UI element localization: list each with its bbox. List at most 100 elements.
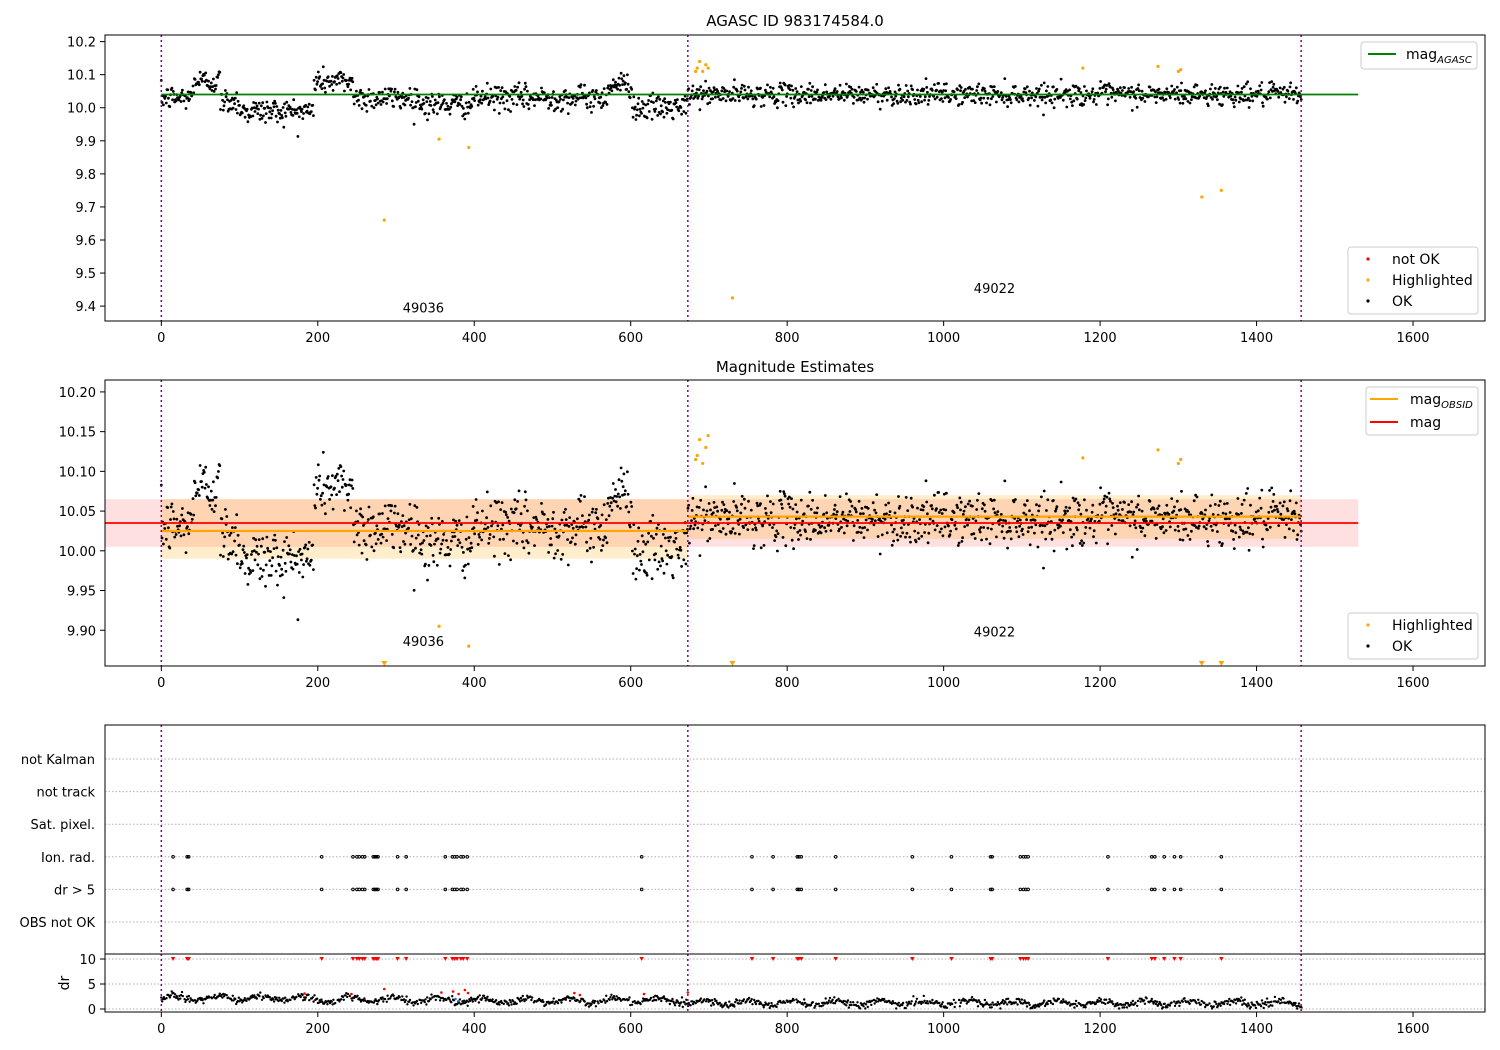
ok-point bbox=[1027, 526, 1031, 529]
ok-point bbox=[1221, 542, 1224, 545]
ok-point bbox=[754, 528, 758, 532]
dr-point bbox=[897, 1001, 900, 1004]
ok-point bbox=[476, 511, 479, 515]
ok-point bbox=[352, 102, 356, 106]
ok-point bbox=[1009, 101, 1013, 105]
ok-point bbox=[779, 498, 783, 502]
dr-point bbox=[161, 997, 165, 1001]
ok-point bbox=[942, 82, 946, 86]
ok-point bbox=[495, 86, 498, 90]
ok-point bbox=[271, 101, 275, 105]
ok-point bbox=[980, 88, 984, 92]
ok-point bbox=[1202, 525, 1206, 529]
dr-point bbox=[842, 999, 845, 1003]
ok-point bbox=[859, 512, 862, 516]
ok-point bbox=[640, 112, 643, 115]
ok-point bbox=[660, 557, 664, 561]
highlighted-point bbox=[437, 624, 441, 628]
ok-point bbox=[1209, 504, 1212, 508]
ok-point bbox=[469, 541, 473, 545]
ok-point bbox=[552, 90, 555, 94]
ok-point bbox=[804, 530, 807, 533]
ok-point bbox=[703, 519, 707, 522]
ok-point bbox=[257, 552, 260, 556]
ok-point bbox=[1173, 505, 1176, 509]
ok-point bbox=[587, 518, 591, 522]
ok-point bbox=[214, 87, 217, 91]
x-tick-label: 1400 bbox=[1240, 676, 1273, 691]
ok-point bbox=[192, 513, 196, 517]
ok-point bbox=[291, 114, 295, 117]
ok-point bbox=[281, 548, 285, 552]
ok-point bbox=[1204, 508, 1207, 512]
dr-point bbox=[463, 999, 466, 1002]
ok-point bbox=[1170, 497, 1174, 500]
ok-point bbox=[509, 558, 512, 562]
ok-point bbox=[1231, 529, 1235, 533]
ok-point bbox=[1097, 519, 1101, 523]
ok-point bbox=[281, 106, 285, 109]
ok-point bbox=[366, 518, 370, 521]
ok-point bbox=[240, 111, 244, 115]
ok-point bbox=[259, 544, 263, 548]
legend-label-mag-agasc: magAGASC bbox=[1406, 47, 1472, 66]
ok-point bbox=[797, 538, 800, 541]
ok-point bbox=[425, 534, 429, 538]
ok-point bbox=[928, 517, 932, 521]
dr-clipped-marker bbox=[1025, 957, 1031, 961]
dr-point bbox=[662, 995, 666, 998]
ok-point bbox=[909, 496, 913, 500]
ok-point bbox=[743, 506, 747, 510]
ok-point bbox=[859, 90, 862, 94]
ok-point bbox=[686, 506, 690, 510]
dr-point bbox=[362, 999, 365, 1002]
ok-point bbox=[399, 106, 403, 110]
panel-dr-ylabel: dr bbox=[57, 975, 73, 990]
ok-point bbox=[364, 103, 368, 107]
dr-point bbox=[1297, 1002, 1301, 1005]
ok-point bbox=[515, 103, 519, 106]
dr-point bbox=[593, 999, 597, 1003]
ok-point bbox=[1041, 95, 1045, 99]
ok-point bbox=[790, 101, 794, 105]
dr-point bbox=[416, 1002, 419, 1006]
ok-point bbox=[1178, 538, 1182, 541]
ok-point bbox=[762, 544, 766, 547]
ok-point bbox=[457, 538, 460, 542]
ok-point bbox=[926, 512, 929, 516]
ok-point bbox=[682, 558, 686, 562]
dr-point bbox=[1212, 1005, 1216, 1008]
flag-marker bbox=[357, 855, 362, 859]
dr-point bbox=[1025, 1005, 1029, 1008]
ok-point bbox=[531, 98, 535, 101]
dr-point bbox=[315, 997, 319, 1000]
ok-point bbox=[549, 101, 553, 104]
dr-point bbox=[494, 999, 498, 1002]
dr-point bbox=[352, 996, 356, 1000]
ok-point bbox=[1232, 101, 1235, 105]
ok-point bbox=[780, 506, 784, 510]
ok-point bbox=[321, 82, 324, 86]
dr-point bbox=[184, 1000, 187, 1004]
ok-point bbox=[1058, 518, 1062, 522]
ok-point bbox=[864, 518, 868, 522]
ok-point bbox=[735, 506, 738, 509]
ok-point bbox=[1128, 524, 1132, 528]
dr-point bbox=[654, 999, 658, 1002]
ok-point bbox=[841, 510, 845, 514]
dr-point bbox=[694, 1002, 697, 1005]
ok-point bbox=[842, 531, 846, 535]
ok-point bbox=[1216, 98, 1219, 102]
dr-point bbox=[162, 996, 166, 999]
ok-point bbox=[302, 112, 305, 115]
ok-point bbox=[740, 494, 744, 498]
dr-point bbox=[809, 1003, 813, 1007]
ok-point bbox=[522, 105, 526, 108]
dr-point bbox=[1280, 1001, 1284, 1004]
dr-point bbox=[1155, 1000, 1159, 1003]
ok-point bbox=[670, 108, 674, 112]
dr-point bbox=[268, 996, 271, 999]
ok-point bbox=[273, 533, 277, 537]
ok-point bbox=[1181, 101, 1185, 105]
dr-point bbox=[1080, 1004, 1083, 1007]
